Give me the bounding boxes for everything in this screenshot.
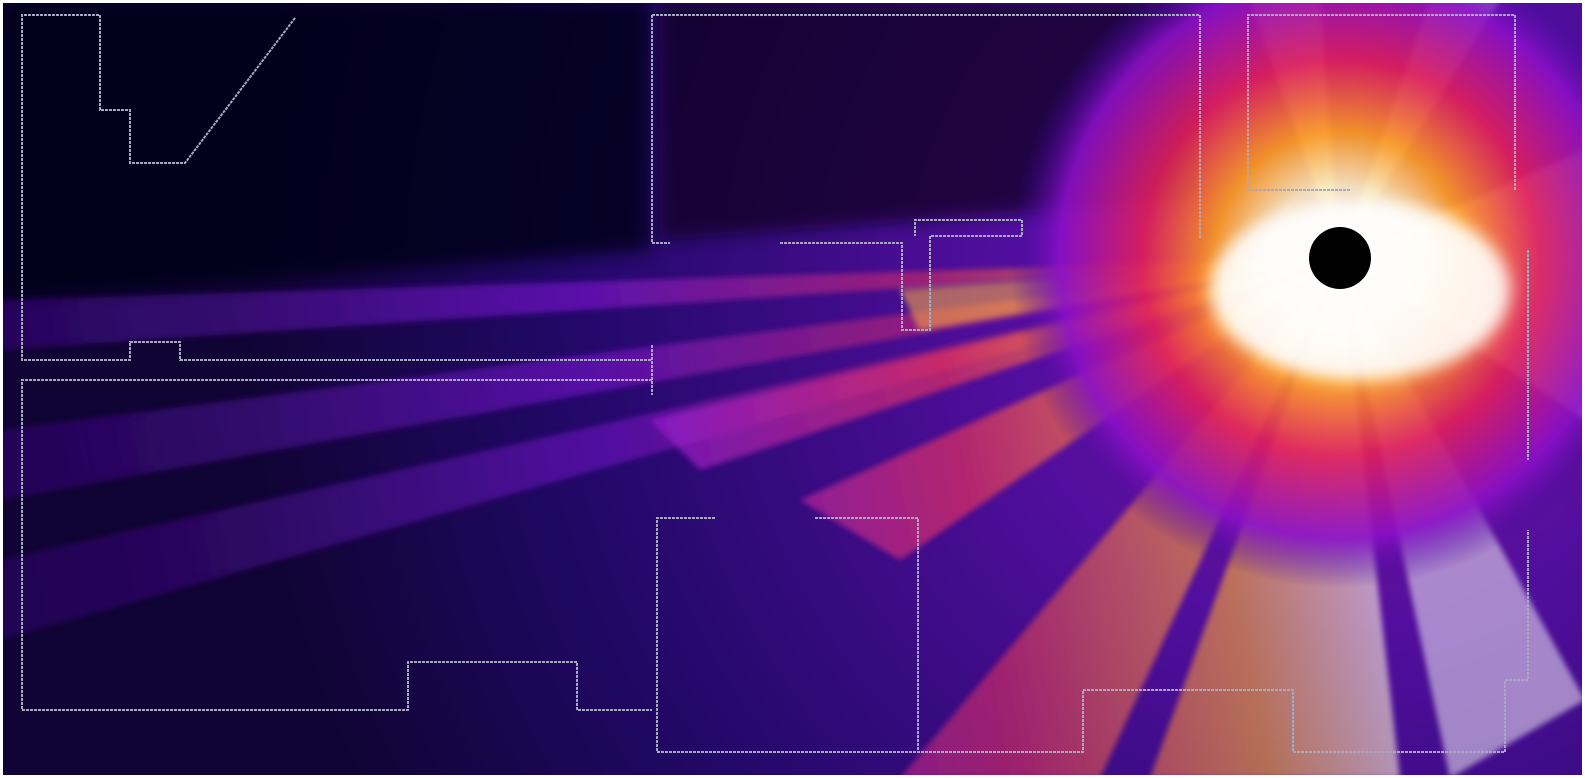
signal-heatmap bbox=[0, 0, 1585, 778]
source-core bbox=[1210, 200, 1510, 380]
access-point bbox=[1309, 227, 1371, 289]
page bbox=[0, 0, 1585, 778]
dark-zone bbox=[0, 0, 650, 300]
